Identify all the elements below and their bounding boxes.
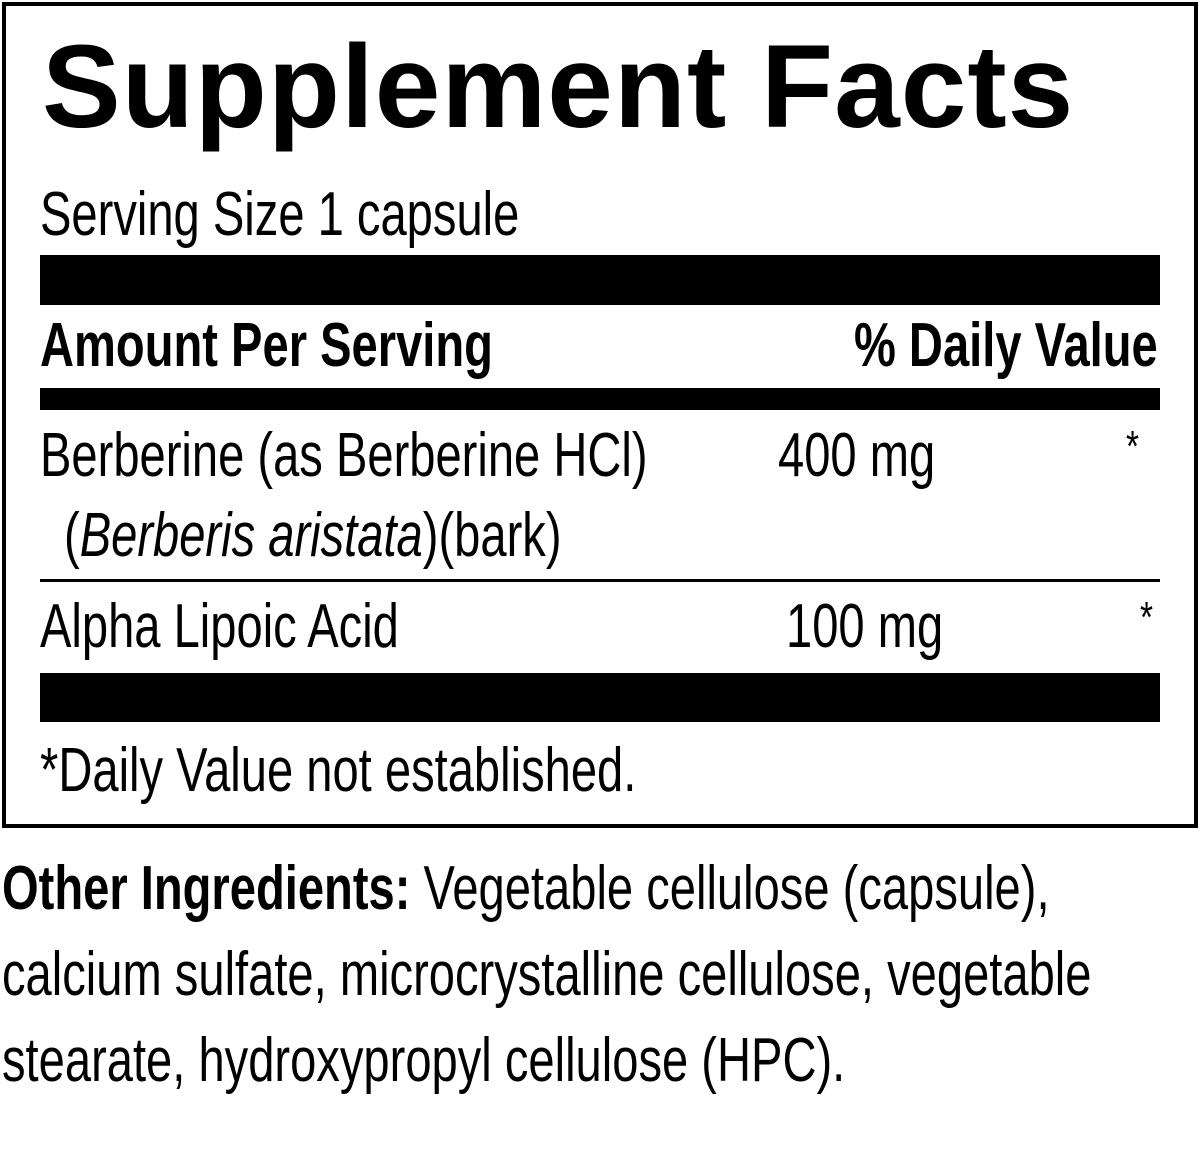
divider-bar: [40, 388, 1160, 410]
amount-per-serving-header: Amount Per Serving: [40, 311, 493, 380]
ingredient-name: Alpha Lipoic Acid: [40, 592, 399, 661]
supplement-facts-panel: [2, 2, 1198, 828]
ingredient-name: Berberine (as Berberine HCl): [40, 421, 648, 490]
serving-size: Serving Size 1 capsule: [40, 180, 520, 249]
row-divider: [40, 579, 1160, 582]
divider-bar: [40, 673, 1160, 722]
ingredient-dv: *: [1126, 422, 1140, 471]
ingredient-dv: *: [1140, 593, 1154, 642]
ingredient-amount: 400 mg: [778, 421, 936, 490]
panel-title: Supplement Facts: [42, 21, 1075, 153]
ingredient-source: (Berberis aristata)(bark): [64, 501, 562, 570]
divider-bar: [40, 255, 1160, 305]
ingredient-amount: 100 mg: [786, 592, 944, 661]
daily-value-header: % Daily Value: [854, 311, 1158, 380]
footnote: *Daily Value not established.: [40, 736, 637, 805]
other-ingredients: Other Ingredients: Vegetable cellulose (…: [2, 854, 1092, 1095]
